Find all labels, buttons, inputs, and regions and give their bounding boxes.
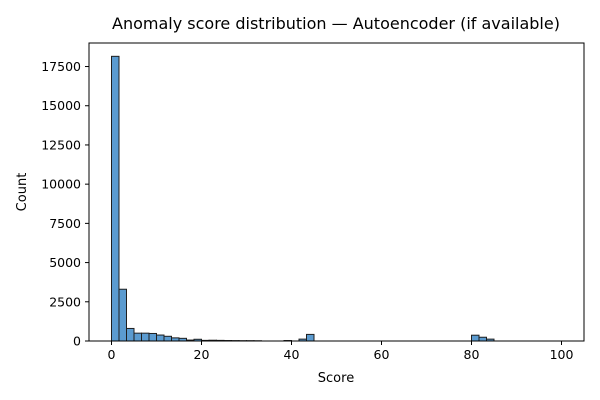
y-tick-label: 17500 <box>41 59 81 74</box>
histogram-bar <box>478 336 487 342</box>
chart-title: Anomaly score distribution — Autoencoder… <box>112 14 560 33</box>
histogram-bar <box>141 332 150 342</box>
x-tick-label: 20 <box>194 347 210 362</box>
y-tick-label: 2500 <box>49 294 81 309</box>
histogram-bar <box>126 327 135 342</box>
histogram-bar <box>163 335 172 342</box>
plot-frame <box>88 42 585 342</box>
x-tick-label: 60 <box>374 347 390 362</box>
histogram-bar <box>118 288 127 342</box>
histogram-bar <box>111 55 120 342</box>
histogram-bar <box>133 332 142 342</box>
y-axis-label: Count <box>15 173 30 212</box>
histogram-bar <box>306 333 315 342</box>
y-tick-label: 5000 <box>49 255 81 270</box>
x-tick-label: 100 <box>550 347 574 362</box>
y-tick-label: 12500 <box>41 137 81 152</box>
x-tick-label: 40 <box>284 347 300 362</box>
y-tick-label: 15000 <box>41 98 81 113</box>
x-tick-label: 80 <box>464 347 480 362</box>
y-tick-label: 10000 <box>41 177 81 192</box>
y-tick-label: 0 <box>73 334 81 349</box>
histogram-bar <box>471 334 480 342</box>
y-tick-label: 7500 <box>49 216 81 231</box>
histogram-bar <box>156 334 165 342</box>
x-axis-label: Score <box>318 371 354 386</box>
histogram-bar <box>148 332 157 342</box>
x-tick-label: 0 <box>108 347 116 362</box>
x-ticks-group: 0 20 40 60 80 100 <box>108 341 574 362</box>
y-ticks-group: 0 2500 5000 7500 10000 12500 15000 17500 <box>41 59 89 349</box>
